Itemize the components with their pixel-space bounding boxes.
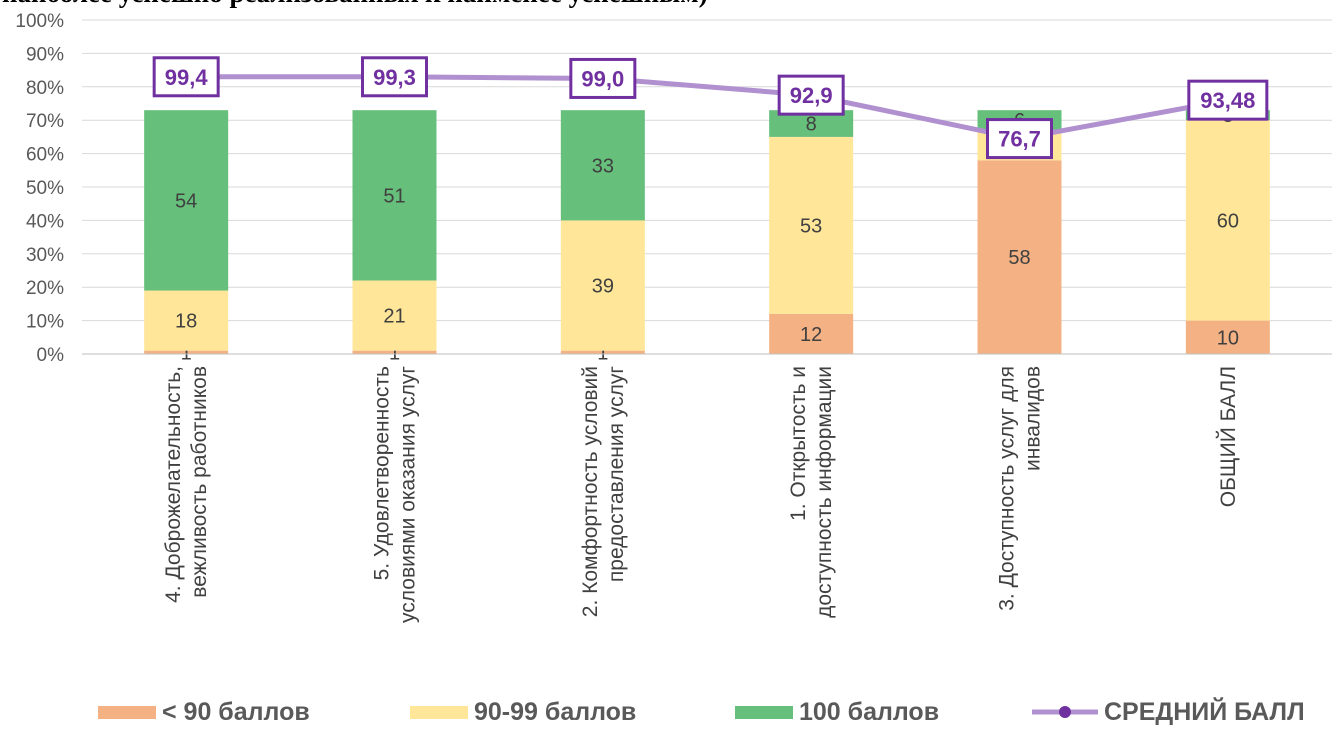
legend-swatch-under-90 [98,705,156,719]
legend-item-under-90: < 90 баллов [98,692,310,732]
x-tick-label-line: 4. Доброжелательность, [162,366,185,603]
average-label-box [152,56,220,98]
y-tick-label: 50% [26,178,64,199]
data-label: 58 [1008,247,1030,269]
x-tick-label: 2. Комфортность условий предоставления ус… [579,366,628,618]
bar-segment [144,110,229,291]
bar-segment [144,290,229,351]
data-label: 10 [1217,327,1239,349]
y-tick-label: 10% [26,312,64,333]
bar-segment [1185,120,1270,321]
x-tick-label-line: 2. Комфортность условий [579,366,602,617]
y-tick-label: 0% [37,345,65,366]
legend-label-under-90: < 90 баллов [162,697,310,726]
x-tick-label-line: ОБЩИЙ БАЛЛ [1216,366,1240,507]
y-tick-label: 30% [26,245,64,266]
data-label: 53 [800,215,822,237]
x-tick-label-line: условиями оказания услуг [397,366,420,623]
x-tick-label-line: 5. Удовлетворенность [371,366,394,580]
legend-label-100: 100 баллов [799,697,940,726]
bar-segment [769,313,854,354]
y-tick-label: 60% [26,145,64,166]
average-label: 99,3 [373,65,416,90]
x-tick-label: 4. Доброжелательность, вежливость работни… [162,366,211,603]
data-label: 18 [175,311,197,333]
data-label: 33 [592,155,614,177]
legend-swatch-100 [735,705,793,719]
data-label: 21 [383,306,405,328]
chart-title: наиболее успешно реализованных к наимене… [0,0,1344,18]
y-tick-label: 80% [26,78,64,99]
legend-line-icon [1032,706,1098,718]
legend: < 90 баллов 90-99 баллов 100 баллов СРЕД… [0,692,1344,732]
x-tick-label-line: доступность информации [813,366,836,618]
y-tick-label: 100% [15,11,64,32]
average-label: 93,48 [1200,88,1255,113]
bar-segment [352,110,437,281]
bar-segment [352,280,437,351]
average-label-box [777,74,845,116]
x-tick-label: 3. Доступность услуг для инвалидов [996,366,1045,611]
data-label: 1 [389,342,400,364]
average-label-box [1187,79,1269,121]
bar-segment [560,220,645,351]
data-label: 51 [383,185,405,207]
chart-area: 0%10%20%30%40%50%60%70%80%90%100%118544.… [15,11,1332,623]
x-tick-label-line: вежливость работников [188,366,211,598]
average-label: 99,0 [581,66,624,91]
y-tick-label: 90% [26,44,64,65]
x-tick-label: ОБЩИЙ БАЛЛ [1216,366,1240,507]
bar-segment [560,110,645,221]
average-label-box [986,118,1053,160]
legend-item-100: 100 баллов [735,692,939,732]
legend-item-average: СРЕДНИЙ БАЛЛ [1030,692,1305,732]
x-tick-label-line: предоставления услуг [605,366,628,582]
data-label: 1 [597,342,608,364]
average-label-box [569,57,637,99]
average-label: 99,4 [165,65,209,90]
data-label: 54 [175,190,197,212]
data-label: 39 [592,276,614,298]
data-label: 1 [181,342,192,364]
y-tick-label: 70% [26,111,64,132]
legend-label-average: СРЕДНИЙ БАЛЛ [1104,697,1305,726]
bar-segment [769,136,854,314]
bar-segment [977,160,1062,354]
x-tick-label-line: 3. Доступность услуг для [996,366,1019,611]
x-tick-label: 1. Открытость и доступность информации [787,366,836,618]
y-tick-label: 40% [26,211,64,232]
legend-item-90-99: 90-99 баллов [410,692,636,732]
bar-segment [1185,320,1270,354]
bar-segment [352,350,437,354]
y-tick-label: 20% [26,278,64,299]
average-label: 76,7 [998,127,1041,152]
data-label: 60 [1217,210,1239,232]
legend-label-90-99: 90-99 баллов [474,697,637,726]
x-tick-label: 5. Удовлетворенность условиями оказания у… [371,366,420,623]
x-tick-label-line: инвалидов [1022,366,1045,471]
average-label-box [361,56,428,98]
legend-swatch-90-99 [410,705,468,719]
bar-segment [560,350,645,354]
data-label: 12 [800,324,822,346]
data-label: 8 [806,114,817,136]
average-label: 92,9 [790,83,833,108]
x-tick-label-line: 1. Открытость и [787,366,810,521]
bar-segment [144,350,229,354]
average-line [186,74,1229,142]
